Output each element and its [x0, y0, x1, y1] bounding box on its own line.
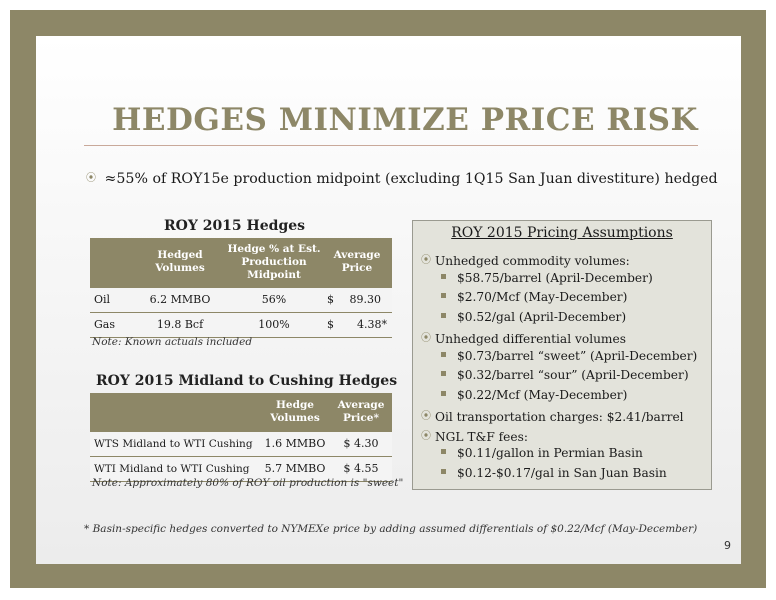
midland-note: Note: Approximately 80% of ROY oil produ… — [92, 477, 404, 489]
main-bullet-text: ≈55% of ROY15e production midpoint (excl… — [104, 171, 718, 187]
square-bullet-icon — [441, 390, 446, 396]
hedges-price-cell: $89.30 — [322, 286, 392, 312]
list-item-text: $58.75/barrel (April-December) — [457, 270, 653, 285]
hedges-product: Oil — [90, 286, 134, 312]
list-item-text: $0.52/gal (April-December) — [457, 309, 627, 324]
square-bullet-icon — [441, 449, 446, 454]
list-item: ⦿ Unhedged commodity volumes: — [421, 251, 707, 271]
circle-dot-icon: ⦿ — [86, 173, 96, 184]
list-item: ⦿ Unhedged differential volumes — [421, 329, 707, 349]
list-item: $58.75/barrel (April-December) — [421, 271, 707, 291]
hedges-price-cell: $4.38* — [322, 311, 392, 337]
midland-label: WTS Midland to WTI Cushing — [90, 430, 260, 456]
midland-volume: 5.7 MMBO — [260, 455, 330, 481]
list-item-text: Unhedged commodity volumes: — [435, 254, 630, 268]
hedges-col-pct: Hedge % at Est. Production Midpoint — [226, 238, 322, 287]
page-number: 9 — [724, 539, 731, 552]
list-item: $0.73/barrel “sweet” (April-December) — [421, 349, 707, 369]
midland-header-row: Hedge Volumes Average Price* — [90, 393, 392, 431]
square-bullet-icon — [441, 312, 446, 318]
list-item-text: Unhedged differential volumes — [435, 332, 626, 346]
hedges-note: Note: Known actuals included — [92, 336, 253, 348]
square-bullet-icon — [441, 468, 446, 474]
midland-price: $ 4.55 — [330, 455, 392, 481]
midland-volume: 1.6 MMBO — [260, 430, 330, 456]
list-item-text: $0.22/Mcf (May-December) — [457, 387, 628, 402]
circle-dot-icon: ⦿ — [421, 430, 431, 442]
midland-label: WTI Midland to WTI Cushing — [90, 455, 260, 481]
midland-heading: ROY 2015 Midland to Cushing Hedges — [96, 373, 398, 389]
list-item-text: Oil transportation charges: $2.41/barrel — [435, 410, 684, 424]
midland-col-price: Average Price* — [330, 393, 392, 431]
pricing-panel: ROY 2015 Pricing Assumptions ⦿ Unhedged c… — [412, 220, 712, 490]
pricing-list: ⦿ Unhedged commodity volumes: $58.75/barr… — [421, 251, 707, 485]
hedges-header-row: Hedged Volumes Hedge % at Est. Productio… — [90, 238, 392, 287]
circle-dot-icon: ⦿ — [421, 411, 431, 422]
list-item: $0.12-$0.17/gal in San Juan Basin — [421, 466, 707, 486]
list-item-text: $0.11/gallon in Permian Basin — [457, 446, 643, 460]
list-item-text: $2.70/Mcf (May-December) — [457, 290, 628, 304]
hedges-price: 4.38* — [357, 318, 387, 331]
midland-table: Hedge Volumes Average Price* WTS Midland… — [90, 393, 392, 482]
hedges-heading: ROY 2015 Hedges — [164, 218, 306, 234]
list-item: $0.52/gal (April-December) — [421, 310, 707, 330]
main-bullet: ⦿ ≈55% of ROY15e production midpoint (ex… — [86, 169, 718, 187]
hedges-pct: 56% — [226, 286, 322, 312]
pricing-heading: ROY 2015 Pricing Assumptions — [451, 225, 673, 241]
hedges-col-volumes: Hedged Volumes — [134, 238, 226, 287]
table-row: WTS Midland to WTI Cushing 1.6 MMBO $ 4.… — [90, 430, 392, 456]
list-item: $0.22/Mcf (May-December) — [421, 388, 707, 408]
midland-col-empty — [90, 393, 260, 431]
list-item: ⦿ NGL T&F fees: — [421, 427, 707, 447]
hedges-table: Hedged Volumes Hedge % at Est. Productio… — [90, 238, 392, 338]
list-item: $0.32/barrel “sour” (April-December) — [421, 368, 707, 388]
hedges-col-price: Average Price — [322, 238, 392, 287]
list-item-text: $0.73/barrel “sweet” (April-December) — [457, 348, 698, 363]
list-item-text: $0.32/barrel “sour” (April-December) — [457, 368, 689, 382]
hedges-product: Gas — [90, 311, 134, 337]
hedges-currency: $ — [327, 318, 334, 331]
table-row: Oil 6.2 MMBO 56% $89.30 — [90, 286, 392, 312]
list-item: $2.70/Mcf (May-December) — [421, 290, 707, 310]
circle-dot-icon: ⦿ — [421, 255, 431, 266]
midland-col-volumes: Hedge Volumes — [260, 393, 330, 431]
title-divider — [84, 145, 698, 146]
table-row: Gas 19.8 Bcf 100% $4.38* — [90, 311, 392, 337]
list-item: ⦿ Oil transportation charges: $2.41/barre… — [421, 407, 707, 427]
list-item-text: $0.12-$0.17/gal in San Juan Basin — [457, 465, 667, 480]
table-row: WTI Midland to WTI Cushing 5.7 MMBO $ 4.… — [90, 455, 392, 481]
footnote: * Basin-specific hedges converted to NYM… — [84, 523, 698, 535]
hedges-volume: 19.8 Bcf — [134, 311, 226, 337]
square-bullet-icon — [441, 351, 446, 357]
hedges-col-empty — [90, 238, 134, 287]
midland-price: $ 4.30 — [330, 430, 392, 456]
list-item: $0.11/gallon in Permian Basin — [421, 446, 707, 466]
slide: HEDGES MINIMIZE PRICE RISK ⦿ ≈55% of ROY… — [36, 36, 741, 564]
hedges-price: 89.30 — [349, 293, 382, 306]
hedges-volume: 6.2 MMBO — [134, 286, 226, 312]
square-bullet-icon — [441, 293, 446, 298]
list-item-text: NGL T&F fees: — [435, 429, 528, 444]
square-bullet-icon — [441, 273, 446, 279]
hedges-pct: 100% — [226, 311, 322, 337]
hedges-currency: $ — [327, 293, 334, 306]
square-bullet-icon — [441, 371, 446, 376]
circle-dot-icon: ⦿ — [421, 333, 431, 344]
slide-title: HEDGES MINIMIZE PRICE RISK — [112, 102, 698, 138]
